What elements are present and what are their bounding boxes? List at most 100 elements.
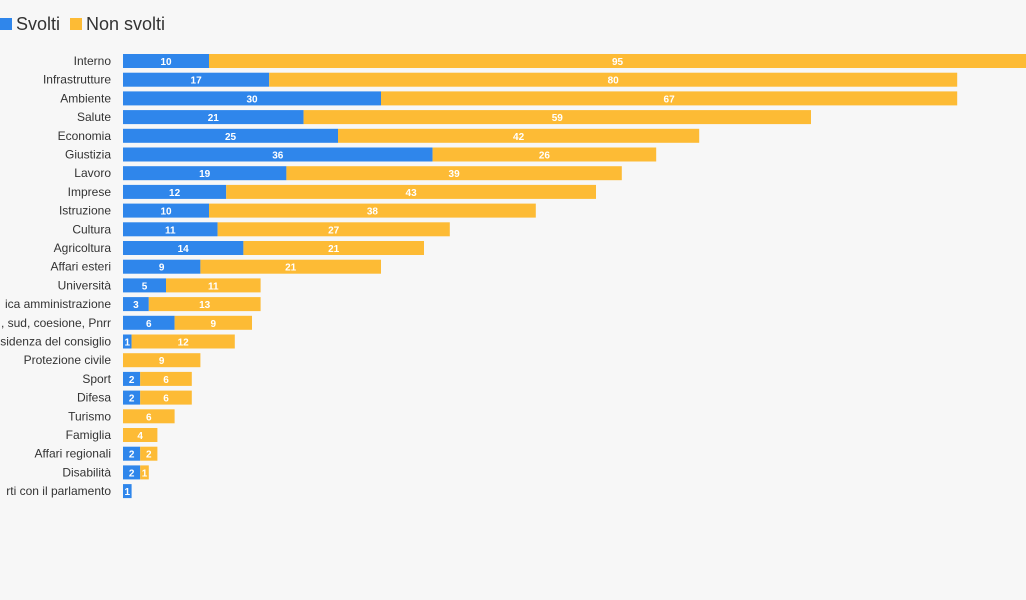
bar-svolti-infrastrutture[interactable] (123, 72, 270, 87)
value-label-svolti-ambiente: 30 (246, 94, 258, 105)
category-label-sud-coesione-pnrr: , sud, coesione, Pnrr (1, 316, 111, 330)
bar-non-svolti-imprese[interactable] (226, 184, 596, 199)
value-label-non-svolti-agricoltura: 21 (328, 244, 340, 255)
bar-non-svolti-sud-coesione-pnrr[interactable] (174, 315, 252, 330)
value-label-svolti-cultura: 11 (165, 225, 176, 236)
bar-non-svolti-cultura[interactable] (217, 222, 450, 237)
value-label-non-svolti-universit: 11 (208, 281, 219, 292)
legend-item-non-svolti[interactable]: Non svolti (70, 14, 165, 35)
bar-non-svolti-salute[interactable] (303, 110, 811, 125)
value-label-svolti-sud-coesione-pnrr: 6 (146, 319, 152, 330)
bar-non-svolti-famiglia[interactable] (123, 428, 158, 442)
bar-svolti-lavoro[interactable] (123, 166, 287, 181)
category-label-protezione-civile: Protezione civile (24, 353, 112, 367)
value-label-non-svolti-ambiente: 67 (664, 94, 676, 105)
bar-svolti-sport[interactable] (123, 371, 141, 386)
category-label-infrastrutture: Infrastrutture (43, 73, 111, 87)
bar-svolti-imprese[interactable] (123, 184, 227, 199)
category-label-ambiente: Ambiente (60, 91, 111, 105)
bar-non-svolti-sport[interactable] (140, 371, 192, 386)
value-label-svolti-sport: 2 (129, 375, 135, 386)
bar-svolti-universit[interactable] (123, 278, 166, 293)
bar-non-svolti-infrastrutture[interactable] (269, 72, 958, 87)
value-label-non-svolti-salute: 59 (552, 113, 564, 124)
bar-svolti-interno[interactable] (123, 54, 209, 68)
bar-non-svolti-turismo[interactable] (123, 409, 175, 424)
category-label-salute: Salute (77, 110, 111, 124)
bar-svolti-affari-regionali[interactable] (123, 446, 141, 461)
bar-svolti-difesa[interactable] (123, 390, 141, 405)
bar-non-svolti-disabilit[interactable] (140, 465, 149, 480)
bar-non-svolti-giustizia[interactable] (432, 147, 657, 162)
value-label-svolti-istruzione: 10 (160, 207, 172, 218)
category-label-affari-regionali: Affari regionali (35, 447, 112, 461)
bar-svolti-salute[interactable] (123, 110, 304, 125)
value-label-svolti-rti-con-il-parlamento: 1 (125, 487, 131, 498)
value-label-svolti-universit: 5 (142, 281, 148, 292)
value-label-svolti-salute: 21 (208, 113, 220, 124)
value-label-svolti-affari-regionali: 2 (129, 450, 135, 461)
value-label-non-svolti-affari-regionali: 2 (146, 450, 152, 461)
bar-svolti-ica-amministrazione[interactable] (123, 297, 149, 312)
bar-non-svolti-ambiente[interactable] (381, 91, 958, 106)
value-label-non-svolti-lavoro: 39 (449, 169, 461, 180)
bar-svolti-agricoltura[interactable] (123, 241, 244, 255)
bar-non-svolti-difesa[interactable] (140, 390, 192, 405)
bar-svolti-ambiente[interactable] (123, 91, 381, 106)
value-label-non-svolti-famiglia: 4 (137, 431, 143, 442)
category-label-ica-amministrazione: ica amministrazione (5, 297, 111, 311)
category-label-turismo: Turismo (68, 409, 111, 423)
value-label-svolti-infrastrutture: 17 (191, 76, 203, 87)
value-label-non-svolti-giustizia: 26 (539, 151, 551, 162)
value-label-non-svolti-sud-coesione-pnrr: 9 (211, 319, 217, 330)
value-label-svolti-lavoro: 19 (199, 169, 211, 180)
legend-label-svolti: Svolti (16, 13, 61, 34)
bar-non-svolti-economia[interactable] (338, 128, 700, 143)
value-label-non-svolti-difesa: 6 (163, 394, 169, 405)
bar-svolti-rti-con-il-parlamento[interactable] (123, 484, 132, 499)
bar-non-svolti-istruzione[interactable] (209, 203, 536, 218)
value-label-svolti-ica-amministrazione: 3 (133, 300, 139, 311)
bar-non-svolti-ica-amministrazione[interactable] (148, 297, 261, 312)
category-label-affari-esteri: Affari esteri (51, 260, 111, 274)
legend-swatch-non-svolti (70, 18, 83, 30)
bar-svolti-sidenza-del-consiglio[interactable] (123, 334, 132, 349)
category-label-rti-con-il-parlamento: rti con il parlamento (6, 484, 111, 498)
legend-item-svolti[interactable]: Svolti (0, 14, 60, 35)
bar-non-svolti-interno[interactable] (209, 54, 1026, 68)
category-label-cultura: Cultura (72, 222, 111, 236)
bar-svolti-cultura[interactable] (123, 222, 218, 237)
bar-svolti-sud-coesione-pnrr[interactable] (123, 315, 175, 330)
legend: Svolti Non svolti (0, 12, 165, 36)
legend-swatch-svolti (0, 18, 12, 30)
bar-non-svolti-sidenza-del-consiglio[interactable] (131, 334, 235, 349)
bar-non-svolti-lavoro[interactable] (286, 166, 622, 181)
category-label-lavoro: Lavoro (74, 166, 111, 180)
value-label-svolti-sidenza-del-consiglio: 1 (125, 338, 131, 349)
bar-non-svolti-affari-esteri[interactable] (200, 259, 381, 274)
bar-svolti-affari-esteri[interactable] (123, 259, 201, 274)
value-label-svolti-disabilit: 2 (129, 468, 135, 479)
category-label-economia: Economia (58, 129, 112, 143)
value-label-svolti-affari-esteri: 9 (159, 263, 165, 274)
value-label-svolti-interno: 10 (160, 57, 172, 68)
category-label-agricoltura: Agricoltura (54, 241, 112, 255)
value-label-non-svolti-istruzione: 38 (367, 207, 379, 218)
bar-svolti-disabilit[interactable] (123, 465, 141, 480)
value-label-non-svolti-infrastrutture: 80 (608, 76, 620, 87)
bar-svolti-economia[interactable] (123, 128, 338, 143)
bar-svolti-giustizia[interactable] (123, 147, 433, 162)
category-label-sport: Sport (82, 372, 111, 386)
value-label-non-svolti-affari-esteri: 21 (285, 263, 297, 274)
bar-non-svolti-protezione-civile[interactable] (123, 353, 201, 368)
legend-label-non-svolti: Non svolti (86, 13, 166, 34)
bar-svolti-istruzione[interactable] (123, 203, 209, 218)
value-label-non-svolti-sport: 6 (163, 375, 169, 386)
value-label-svolti-difesa: 2 (129, 394, 135, 405)
bar-non-svolti-universit[interactable] (166, 278, 261, 293)
bar-non-svolti-affari-regionali[interactable] (140, 446, 158, 461)
value-label-non-svolti-cultura: 27 (328, 225, 340, 236)
category-label-interno: Interno (74, 54, 112, 68)
bar-non-svolti-agricoltura[interactable] (243, 241, 424, 255)
category-label-famiglia: Famiglia (66, 428, 112, 442)
